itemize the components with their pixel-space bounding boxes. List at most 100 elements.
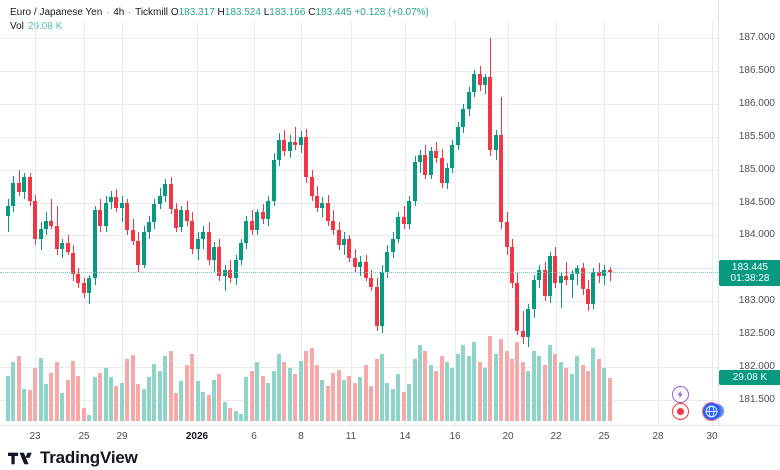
ohlc-close-value: 183.445 [315,7,352,18]
volume-bar [504,350,509,421]
price-tick-label: 185.500 [738,130,775,142]
volume-bar [548,344,552,421]
volume-bar [515,341,520,421]
volume-bar [43,384,48,421]
volume-bar [580,365,585,421]
tradingview-watermark[interactable]: TradingView [8,448,138,468]
current-price-badge[interactable]: 183.445 01:38:28 [719,259,780,286]
volume-bar [54,362,59,421]
volume-bar [564,368,569,421]
candle-body [390,238,395,252]
price-tick-label: 184.500 [738,196,775,208]
price-tick-label: 185.000 [738,163,775,175]
candle-body [54,225,59,249]
candle-body [569,273,574,281]
candle-body [520,330,525,338]
volume-bar [407,384,412,421]
candle-body [260,212,265,219]
candle-body [596,271,601,277]
volume-bar [271,371,276,421]
volume-value-badge[interactable]: 29.08 K [719,370,780,385]
candle-body [244,220,249,244]
gridline-vertical [351,22,352,425]
tradingview-logo-icon [8,452,32,464]
chart-pane[interactable] [0,22,718,425]
gridline-horizontal [0,38,718,39]
candle-body [493,135,498,150]
gridline-horizontal [0,235,718,236]
volume-label: Vol [10,21,24,32]
time-tick-label: 2026 [185,431,209,442]
volume-bar [455,353,460,421]
globe-replay-button[interactable] [702,402,724,421]
volume-bar [217,374,222,421]
volume-bar [314,365,319,421]
volume-bar [282,362,287,421]
candle-body [542,269,547,296]
volume-bar [190,353,195,421]
volume-bar [260,375,265,421]
time-tick-label: 22 [550,431,562,442]
volume-bar [277,353,281,421]
volume-bar [602,368,607,421]
volume-bar [585,371,590,421]
candle-body [553,256,558,283]
volume-bar [493,353,498,421]
candle-wick [121,195,123,223]
volume-bar [488,335,493,421]
gridline-horizontal [0,367,718,368]
candle-body [358,261,363,267]
volume-bar [239,413,244,421]
volume-bar [542,365,547,421]
candle-body [108,197,113,203]
candle-body [575,268,580,274]
exchange-label[interactable]: Tickmill [135,7,169,18]
candle-body [130,230,135,241]
candle-body [174,209,179,228]
price-tick-label: 186.500 [738,64,775,76]
volume-bar [472,341,477,421]
candle-body [92,210,97,279]
candle-body [417,155,422,162]
volume-bar [390,388,395,421]
candle-wick [577,265,579,285]
candle-body [412,161,417,202]
candle-body [255,212,260,231]
candle-body [585,289,590,305]
gridline-horizontal [0,170,718,171]
candle-body [450,144,455,169]
current-price-value: 183.445 [731,261,769,273]
time-scale[interactable]: 23 25 29 2026 6 8 11 14 16 20 22 25 28 30 [0,425,780,449]
volume-bar [228,407,233,421]
candle-body [119,202,124,208]
bar-countdown-timer: 01:38:28 [730,272,770,284]
volume-bar [520,362,525,421]
interval-label[interactable]: 4h [113,7,125,18]
candle-body [347,238,352,258]
gridline-vertical [556,22,557,425]
legend-separator-1: · [106,7,110,18]
candle-body [363,261,368,278]
candle-body [591,271,596,305]
time-tick-label: 14 [399,431,411,442]
candle-body [466,91,471,110]
candle-wick [609,266,611,282]
candle-body [211,247,216,261]
symbol-name[interactable]: Euro / Japanese Yen [10,7,103,18]
price-tick-label: 186.000 [738,97,775,109]
volume-bar [596,359,601,421]
record-dot-icon [677,408,684,415]
price-scale[interactable]: 187.000 186.500 186.000 185.500 185.000 184.5… [718,0,780,448]
candle-body [184,210,189,221]
volume-bar [195,381,200,421]
volume-bar [591,347,596,421]
candle-body [65,243,70,253]
candle-body [71,252,76,274]
volume-bar [81,407,86,421]
ohlc-low-value: 183.166 [269,7,306,18]
gridline-vertical [301,22,302,425]
volume-bar [11,362,16,421]
volume-bar [49,372,54,421]
lightning-bolt-button[interactable] [672,386,689,403]
record-alert-button[interactable] [672,403,689,420]
